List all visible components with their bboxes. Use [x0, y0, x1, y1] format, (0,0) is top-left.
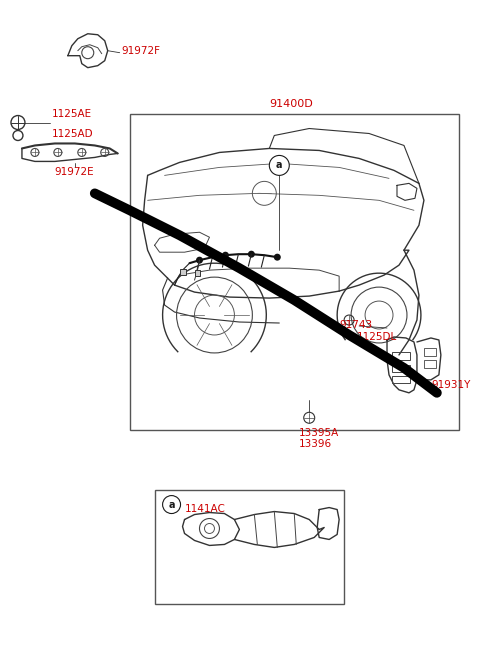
Text: 1125DL: 1125DL: [357, 332, 397, 342]
Bar: [180, 269, 186, 275]
Text: 1125AE: 1125AE: [52, 109, 92, 119]
Bar: [424, 348, 436, 356]
Circle shape: [248, 251, 255, 257]
Text: 1141AC: 1141AC: [184, 504, 226, 514]
Circle shape: [222, 252, 229, 259]
Text: a: a: [276, 160, 283, 170]
Circle shape: [269, 155, 289, 176]
Bar: [155, 489, 344, 605]
Bar: [424, 360, 436, 368]
Circle shape: [163, 496, 180, 514]
Bar: [392, 352, 410, 360]
Text: 91743: 91743: [339, 320, 372, 330]
Text: 13395A: 13395A: [299, 428, 339, 438]
Text: 91972F: 91972F: [122, 46, 161, 56]
Text: 91972E: 91972E: [55, 168, 95, 178]
Circle shape: [196, 257, 203, 264]
Text: 13396: 13396: [299, 439, 332, 449]
Bar: [392, 365, 410, 372]
Text: 91931Y: 91931Y: [431, 380, 470, 390]
Text: 1125AD: 1125AD: [52, 128, 94, 138]
Bar: [392, 376, 410, 383]
Circle shape: [274, 253, 281, 261]
Text: 91400D: 91400D: [269, 98, 313, 109]
Bar: [194, 270, 201, 276]
Bar: [130, 113, 459, 430]
Text: a: a: [168, 500, 175, 510]
